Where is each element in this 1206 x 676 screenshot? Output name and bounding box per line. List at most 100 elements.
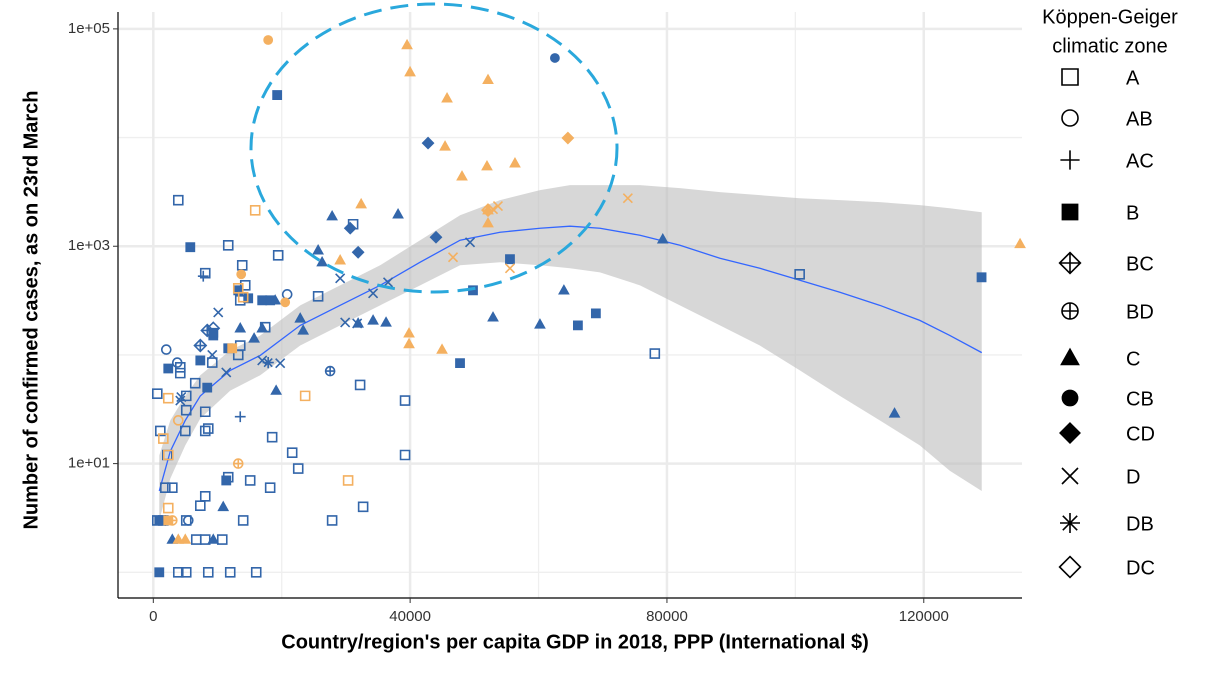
point — [558, 284, 570, 295]
point — [237, 291, 249, 303]
point — [180, 566, 192, 578]
point — [281, 289, 293, 300]
legend-symbol — [1061, 389, 1079, 407]
point — [185, 242, 196, 253]
point — [292, 463, 304, 474]
point — [404, 65, 416, 77]
point — [487, 311, 499, 322]
point — [354, 379, 366, 391]
point — [572, 320, 583, 331]
point — [167, 515, 178, 526]
highlight-ellipse — [249, 2, 619, 294]
point — [199, 406, 211, 418]
point — [232, 458, 244, 469]
point — [199, 534, 211, 545]
legend-label: BD — [1126, 301, 1154, 323]
point — [439, 140, 451, 151]
point — [162, 449, 174, 461]
point — [270, 384, 282, 395]
point — [189, 377, 201, 389]
legend-symbol — [1061, 68, 1079, 86]
point — [227, 343, 238, 354]
legend-label: DB — [1126, 513, 1154, 535]
point — [294, 312, 307, 323]
point — [172, 415, 184, 426]
point — [355, 197, 368, 209]
point — [351, 245, 365, 259]
point — [482, 73, 494, 85]
point — [151, 388, 163, 399]
point — [224, 566, 236, 578]
x-tick-label: 80000 — [646, 608, 688, 625]
x-tick-label: 0 — [149, 608, 157, 625]
point — [481, 159, 493, 171]
point — [171, 357, 183, 368]
point — [155, 425, 166, 437]
point — [248, 332, 260, 343]
point — [447, 252, 459, 263]
legend-symbol — [1060, 150, 1080, 170]
legend-symbol — [1061, 302, 1079, 320]
point — [264, 482, 276, 494]
point — [550, 53, 560, 63]
point — [162, 502, 174, 514]
legend-title: Köppen-Geiger — [1042, 6, 1178, 28]
point — [441, 92, 453, 103]
point — [206, 357, 218, 368]
point — [195, 355, 206, 366]
point — [429, 230, 443, 244]
point — [202, 382, 213, 393]
point — [154, 567, 165, 578]
legend-title: climatic zone — [1052, 35, 1168, 57]
point — [464, 237, 476, 248]
point — [222, 239, 234, 251]
y-tick-label: 1e+03 — [68, 237, 110, 254]
point — [367, 314, 379, 325]
point — [250, 566, 262, 578]
point — [312, 291, 324, 302]
point — [172, 194, 184, 206]
point — [324, 365, 336, 377]
point — [401, 38, 413, 50]
point — [234, 295, 246, 306]
point — [481, 203, 495, 218]
point — [297, 324, 310, 335]
legend-label: CD — [1126, 423, 1155, 445]
point — [163, 363, 174, 374]
point — [280, 297, 291, 308]
point — [236, 269, 247, 280]
point — [213, 307, 224, 318]
point — [590, 308, 601, 319]
point — [234, 411, 246, 423]
point — [193, 338, 208, 353]
point — [167, 482, 178, 494]
point — [249, 205, 261, 216]
x-tick-label: 120000 — [899, 608, 949, 625]
legend-label: CB — [1126, 388, 1154, 410]
point — [334, 254, 347, 265]
legend-symbol — [1061, 203, 1079, 221]
point — [534, 318, 546, 329]
point — [197, 270, 209, 282]
point — [269, 294, 282, 305]
point — [221, 475, 232, 486]
point — [342, 475, 354, 486]
legend-label: C — [1126, 348, 1140, 370]
x-tick-label: 40000 — [389, 608, 431, 625]
point — [217, 500, 230, 512]
legend-symbol — [1061, 109, 1079, 127]
confidence-band — [159, 185, 982, 521]
y-tick-label: 1e+01 — [68, 455, 110, 472]
point — [368, 288, 379, 299]
legend-label: B — [1126, 202, 1139, 224]
point — [343, 221, 357, 235]
point — [326, 209, 338, 221]
point — [190, 534, 202, 545]
point — [160, 344, 172, 355]
y-axis-title: Number of confirmed cases, as on 23rd Ma… — [20, 90, 42, 529]
band-layer — [158, 185, 983, 521]
point — [492, 201, 504, 212]
point — [236, 259, 248, 271]
point — [505, 254, 515, 265]
point — [352, 318, 363, 329]
